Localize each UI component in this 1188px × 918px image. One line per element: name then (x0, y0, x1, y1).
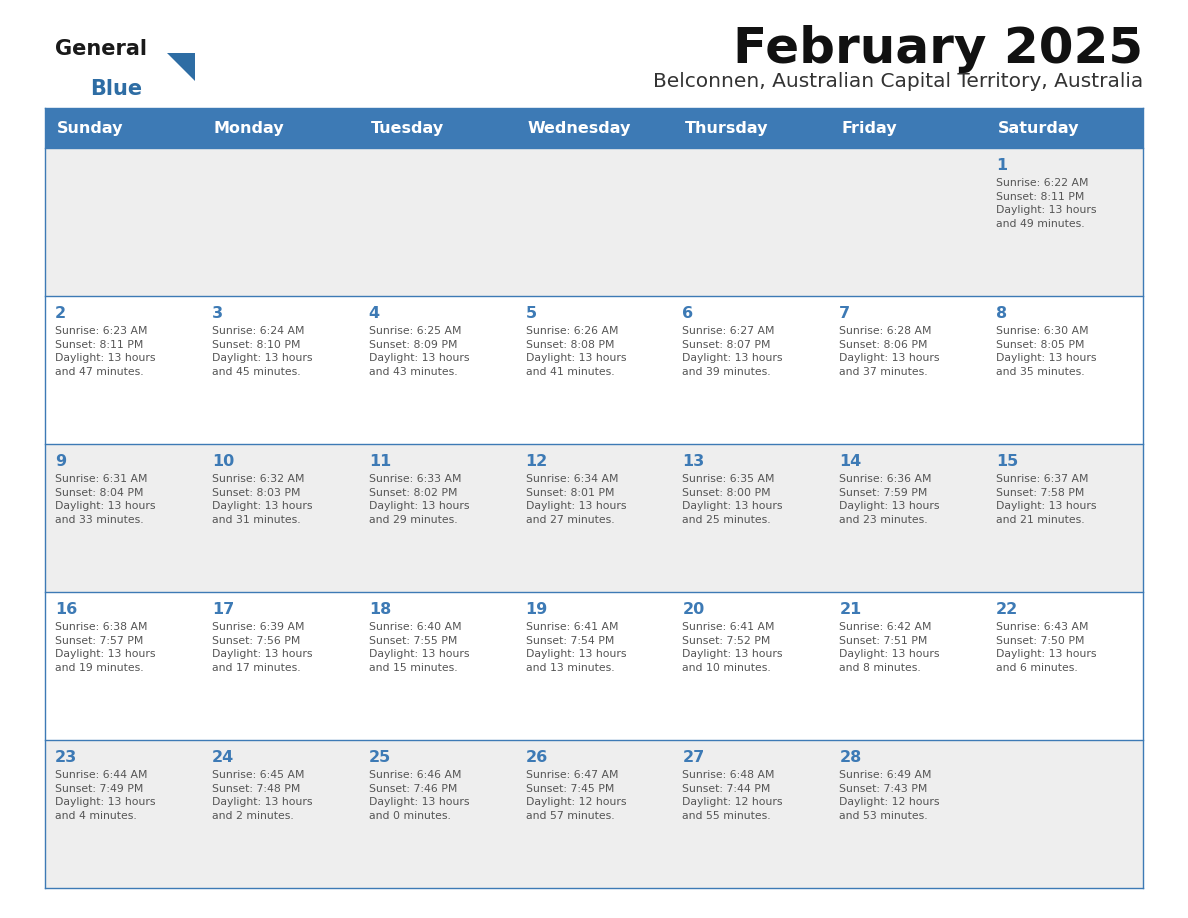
Text: Sunrise: 6:47 AM
Sunset: 7:45 PM
Daylight: 12 hours
and 57 minutes.: Sunrise: 6:47 AM Sunset: 7:45 PM Dayligh… (525, 770, 626, 821)
Bar (45, 108, 1143, 148)
Text: Blue: Blue (90, 79, 143, 99)
Text: 13: 13 (682, 454, 704, 469)
Text: Sunrise: 6:35 AM
Sunset: 8:00 PM
Daylight: 13 hours
and 25 minutes.: Sunrise: 6:35 AM Sunset: 8:00 PM Dayligh… (682, 474, 783, 525)
Bar (45, 148, 1143, 296)
Text: Sunrise: 6:44 AM
Sunset: 7:49 PM
Daylight: 13 hours
and 4 minutes.: Sunrise: 6:44 AM Sunset: 7:49 PM Dayligh… (55, 770, 156, 821)
Text: Sunrise: 6:24 AM
Sunset: 8:10 PM
Daylight: 13 hours
and 45 minutes.: Sunrise: 6:24 AM Sunset: 8:10 PM Dayligh… (211, 326, 312, 376)
Text: Sunrise: 6:25 AM
Sunset: 8:09 PM
Daylight: 13 hours
and 43 minutes.: Sunrise: 6:25 AM Sunset: 8:09 PM Dayligh… (368, 326, 469, 376)
Text: 23: 23 (55, 750, 77, 765)
Text: 2: 2 (55, 306, 67, 321)
Text: Sunrise: 6:41 AM
Sunset: 7:54 PM
Daylight: 13 hours
and 13 minutes.: Sunrise: 6:41 AM Sunset: 7:54 PM Dayligh… (525, 622, 626, 673)
Text: Sunrise: 6:33 AM
Sunset: 8:02 PM
Daylight: 13 hours
and 29 minutes.: Sunrise: 6:33 AM Sunset: 8:02 PM Dayligh… (368, 474, 469, 525)
Text: 19: 19 (525, 602, 548, 617)
Text: Sunrise: 6:26 AM
Sunset: 8:08 PM
Daylight: 13 hours
and 41 minutes.: Sunrise: 6:26 AM Sunset: 8:08 PM Dayligh… (525, 326, 626, 376)
Text: Sunrise: 6:41 AM
Sunset: 7:52 PM
Daylight: 13 hours
and 10 minutes.: Sunrise: 6:41 AM Sunset: 7:52 PM Dayligh… (682, 622, 783, 673)
Text: 20: 20 (682, 602, 704, 617)
Text: Sunrise: 6:38 AM
Sunset: 7:57 PM
Daylight: 13 hours
and 19 minutes.: Sunrise: 6:38 AM Sunset: 7:57 PM Dayligh… (55, 622, 156, 673)
Polygon shape (168, 53, 195, 81)
Text: 25: 25 (368, 750, 391, 765)
Text: 14: 14 (839, 454, 861, 469)
Text: Belconnen, Australian Capital Territory, Australia: Belconnen, Australian Capital Territory,… (652, 72, 1143, 91)
Text: 27: 27 (682, 750, 704, 765)
Text: Sunday: Sunday (57, 120, 124, 136)
Text: Tuesday: Tuesday (371, 120, 444, 136)
Text: Sunrise: 6:30 AM
Sunset: 8:05 PM
Daylight: 13 hours
and 35 minutes.: Sunrise: 6:30 AM Sunset: 8:05 PM Dayligh… (997, 326, 1097, 376)
Text: 11: 11 (368, 454, 391, 469)
Text: Sunrise: 6:48 AM
Sunset: 7:44 PM
Daylight: 12 hours
and 55 minutes.: Sunrise: 6:48 AM Sunset: 7:44 PM Dayligh… (682, 770, 783, 821)
Text: General: General (55, 39, 147, 59)
Text: 10: 10 (211, 454, 234, 469)
Text: Sunrise: 6:27 AM
Sunset: 8:07 PM
Daylight: 13 hours
and 39 minutes.: Sunrise: 6:27 AM Sunset: 8:07 PM Dayligh… (682, 326, 783, 376)
Text: Saturday: Saturday (998, 120, 1080, 136)
Text: Sunrise: 6:42 AM
Sunset: 7:51 PM
Daylight: 13 hours
and 8 minutes.: Sunrise: 6:42 AM Sunset: 7:51 PM Dayligh… (839, 622, 940, 673)
Text: Sunrise: 6:32 AM
Sunset: 8:03 PM
Daylight: 13 hours
and 31 minutes.: Sunrise: 6:32 AM Sunset: 8:03 PM Dayligh… (211, 474, 312, 525)
Text: Sunrise: 6:45 AM
Sunset: 7:48 PM
Daylight: 13 hours
and 2 minutes.: Sunrise: 6:45 AM Sunset: 7:48 PM Dayligh… (211, 770, 312, 821)
Text: 18: 18 (368, 602, 391, 617)
Text: Sunrise: 6:49 AM
Sunset: 7:43 PM
Daylight: 12 hours
and 53 minutes.: Sunrise: 6:49 AM Sunset: 7:43 PM Dayligh… (839, 770, 940, 821)
Text: Sunrise: 6:23 AM
Sunset: 8:11 PM
Daylight: 13 hours
and 47 minutes.: Sunrise: 6:23 AM Sunset: 8:11 PM Dayligh… (55, 326, 156, 376)
Text: 3: 3 (211, 306, 223, 321)
Text: Friday: Friday (841, 120, 897, 136)
Text: 12: 12 (525, 454, 548, 469)
Text: 5: 5 (525, 306, 537, 321)
Text: Sunrise: 6:28 AM
Sunset: 8:06 PM
Daylight: 13 hours
and 37 minutes.: Sunrise: 6:28 AM Sunset: 8:06 PM Dayligh… (839, 326, 940, 376)
Text: February 2025: February 2025 (733, 25, 1143, 73)
Text: Sunrise: 6:37 AM
Sunset: 7:58 PM
Daylight: 13 hours
and 21 minutes.: Sunrise: 6:37 AM Sunset: 7:58 PM Dayligh… (997, 474, 1097, 525)
Text: Sunrise: 6:40 AM
Sunset: 7:55 PM
Daylight: 13 hours
and 15 minutes.: Sunrise: 6:40 AM Sunset: 7:55 PM Dayligh… (368, 622, 469, 673)
Text: 6: 6 (682, 306, 694, 321)
Text: 28: 28 (839, 750, 861, 765)
Text: Sunrise: 6:22 AM
Sunset: 8:11 PM
Daylight: 13 hours
and 49 minutes.: Sunrise: 6:22 AM Sunset: 8:11 PM Dayligh… (997, 178, 1097, 229)
Bar (45, 592, 1143, 740)
Text: 4: 4 (368, 306, 380, 321)
Text: Sunrise: 6:34 AM
Sunset: 8:01 PM
Daylight: 13 hours
and 27 minutes.: Sunrise: 6:34 AM Sunset: 8:01 PM Dayligh… (525, 474, 626, 525)
Text: 24: 24 (211, 750, 234, 765)
Text: 26: 26 (525, 750, 548, 765)
Text: Monday: Monday (214, 120, 284, 136)
Text: Sunrise: 6:39 AM
Sunset: 7:56 PM
Daylight: 13 hours
and 17 minutes.: Sunrise: 6:39 AM Sunset: 7:56 PM Dayligh… (211, 622, 312, 673)
Text: 17: 17 (211, 602, 234, 617)
Text: 9: 9 (55, 454, 67, 469)
Bar (45, 740, 1143, 888)
Text: 15: 15 (997, 454, 1018, 469)
Text: 8: 8 (997, 306, 1007, 321)
Bar (45, 296, 1143, 444)
Text: Wednesday: Wednesday (527, 120, 631, 136)
Text: Sunrise: 6:43 AM
Sunset: 7:50 PM
Daylight: 13 hours
and 6 minutes.: Sunrise: 6:43 AM Sunset: 7:50 PM Dayligh… (997, 622, 1097, 673)
Text: 21: 21 (839, 602, 861, 617)
Text: Thursday: Thursday (684, 120, 767, 136)
Bar (45, 444, 1143, 592)
Text: 22: 22 (997, 602, 1018, 617)
Text: 1: 1 (997, 158, 1007, 173)
Text: 16: 16 (55, 602, 77, 617)
Text: 7: 7 (839, 306, 851, 321)
Text: Sunrise: 6:46 AM
Sunset: 7:46 PM
Daylight: 13 hours
and 0 minutes.: Sunrise: 6:46 AM Sunset: 7:46 PM Dayligh… (368, 770, 469, 821)
Text: Sunrise: 6:31 AM
Sunset: 8:04 PM
Daylight: 13 hours
and 33 minutes.: Sunrise: 6:31 AM Sunset: 8:04 PM Dayligh… (55, 474, 156, 525)
Text: Sunrise: 6:36 AM
Sunset: 7:59 PM
Daylight: 13 hours
and 23 minutes.: Sunrise: 6:36 AM Sunset: 7:59 PM Dayligh… (839, 474, 940, 525)
